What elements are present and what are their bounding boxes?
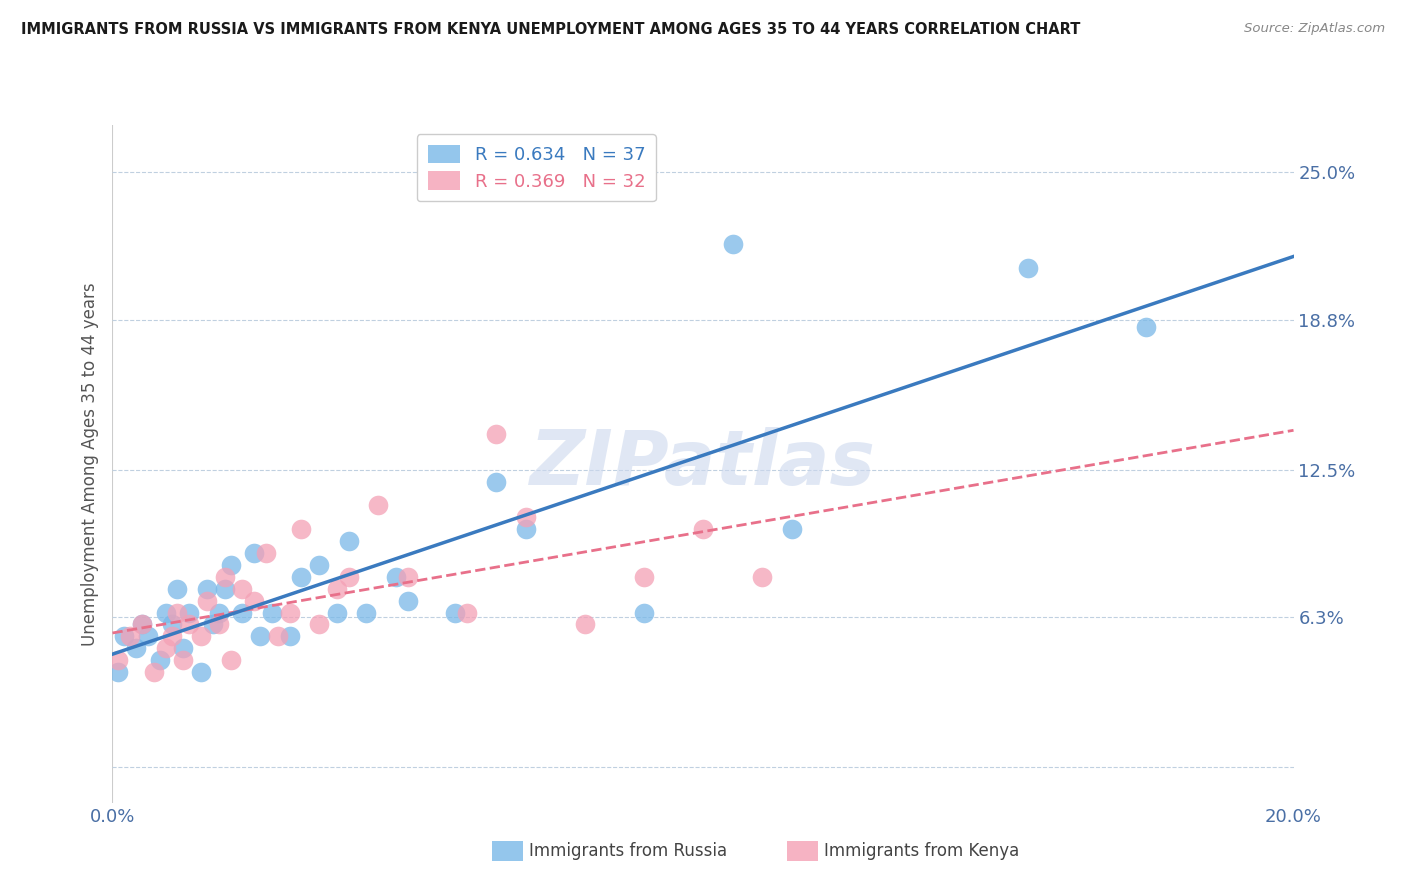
Point [219,558,242,572]
Point [326,606,349,620]
Point [231,582,253,596]
Point [574,617,596,632]
Point [120,629,142,643]
Point [456,606,478,620]
Point [356,606,378,620]
Point [290,570,312,584]
Point [243,546,266,560]
Point [208,617,231,632]
Point [254,546,277,560]
Point [166,606,188,620]
Point [149,653,172,667]
Point [367,499,389,513]
Point [485,475,508,489]
Point [201,617,224,632]
Point [125,641,148,656]
Point [243,593,266,607]
Point [278,629,301,643]
Point [166,582,188,596]
Point [131,617,153,632]
Point [515,510,537,524]
Point [160,617,183,632]
Point [751,570,773,584]
Point [515,522,537,536]
Point [267,629,290,643]
Point [179,606,201,620]
Point [249,629,271,643]
Point [308,558,330,572]
Point [337,570,360,584]
Point [278,606,301,620]
Legend: R = 0.634   N = 37, R = 0.369   N = 32: R = 0.634 N = 37, R = 0.369 N = 32 [416,134,657,202]
Point [219,653,242,667]
Point [326,582,349,596]
Text: Immigrants from Kenya: Immigrants from Kenya [824,842,1019,860]
Point [172,653,194,667]
Point [107,665,129,679]
Point [214,570,236,584]
Point [780,522,803,536]
Point [337,534,360,549]
Point [190,629,212,643]
Point [107,653,129,667]
Point [190,665,212,679]
Point [131,617,153,632]
Point [208,606,231,620]
Point [308,617,330,632]
Point [385,570,408,584]
Point [231,606,253,620]
Point [155,606,177,620]
Point [396,570,419,584]
Y-axis label: Unemployment Among Ages 35 to 44 years: Unemployment Among Ages 35 to 44 years [80,282,98,646]
Point [195,593,218,607]
Point [112,629,135,643]
Point [396,593,419,607]
Point [172,641,194,656]
Point [633,606,655,620]
Point [485,427,508,442]
Point [1135,320,1157,334]
Point [136,629,159,643]
Point [160,629,183,643]
Point [633,570,655,584]
Point [721,236,744,251]
Text: Immigrants from Russia: Immigrants from Russia [529,842,727,860]
Text: ZIPatlas: ZIPatlas [530,427,876,500]
Point [1017,260,1039,275]
Text: IMMIGRANTS FROM RUSSIA VS IMMIGRANTS FROM KENYA UNEMPLOYMENT AMONG AGES 35 TO 44: IMMIGRANTS FROM RUSSIA VS IMMIGRANTS FRO… [21,22,1080,37]
Point [214,582,236,596]
Point [179,617,201,632]
Point [142,665,165,679]
Point [195,582,218,596]
Text: Source: ZipAtlas.com: Source: ZipAtlas.com [1244,22,1385,36]
Point [290,522,312,536]
Point [260,606,283,620]
Point [444,606,467,620]
Point [692,522,714,536]
Point [155,641,177,656]
